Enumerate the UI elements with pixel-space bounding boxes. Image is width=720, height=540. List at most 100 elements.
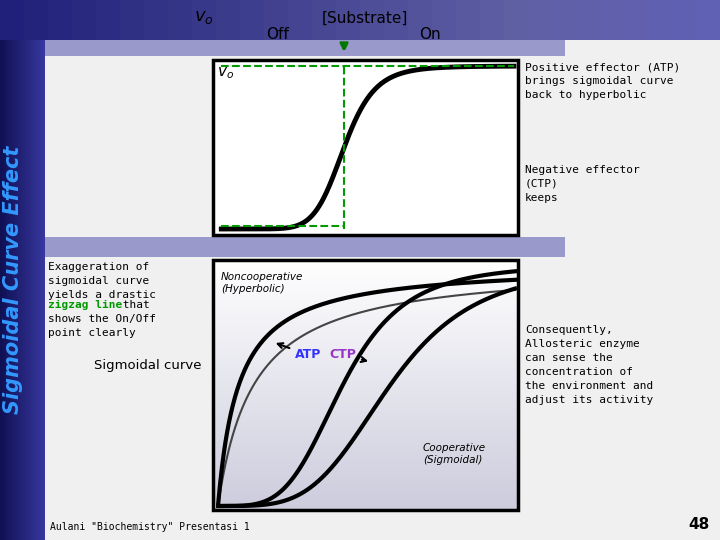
Bar bbox=[192, 0, 216, 40]
Bar bbox=[213, 381, 518, 382]
Bar bbox=[213, 419, 518, 420]
Bar bbox=[213, 284, 518, 285]
Bar bbox=[29, 40, 30, 540]
Text: Exaggeration of
sigmoidal curve
yields a drastic: Exaggeration of sigmoidal curve yields a… bbox=[48, 262, 156, 300]
Bar bbox=[213, 494, 518, 495]
Bar bbox=[213, 496, 518, 497]
Bar bbox=[213, 391, 518, 392]
Text: Positive effector (ATP)
brings sigmoidal curve
back to hyperbolic: Positive effector (ATP) brings sigmoidal… bbox=[525, 62, 680, 100]
Bar bbox=[213, 283, 518, 284]
Bar bbox=[35, 40, 36, 540]
Bar bbox=[213, 364, 518, 365]
Bar bbox=[213, 321, 518, 322]
Bar bbox=[408, 0, 432, 40]
Bar bbox=[213, 453, 518, 454]
Bar bbox=[213, 481, 518, 482]
Bar bbox=[213, 414, 518, 415]
Bar bbox=[213, 337, 518, 338]
Bar bbox=[213, 287, 518, 288]
Bar bbox=[672, 0, 696, 40]
Text: zigzag line: zigzag line bbox=[48, 300, 122, 310]
Bar bbox=[213, 274, 518, 275]
Bar bbox=[213, 269, 518, 270]
Bar bbox=[213, 267, 518, 268]
Bar bbox=[213, 475, 518, 476]
Bar bbox=[213, 499, 518, 500]
Bar bbox=[213, 429, 518, 430]
Bar bbox=[213, 432, 518, 433]
Text: Off: Off bbox=[266, 27, 289, 42]
Bar bbox=[213, 434, 518, 435]
Bar bbox=[213, 281, 518, 282]
Bar bbox=[213, 270, 518, 271]
Text: $\mathit{v}_o$: $\mathit{v}_o$ bbox=[217, 65, 234, 80]
Bar bbox=[213, 294, 518, 295]
Bar bbox=[213, 461, 518, 462]
Bar bbox=[40, 40, 42, 540]
Bar bbox=[213, 301, 518, 302]
Bar bbox=[213, 386, 518, 387]
Bar bbox=[213, 371, 518, 372]
Bar bbox=[213, 278, 518, 279]
Bar bbox=[213, 285, 518, 286]
Bar bbox=[213, 316, 518, 317]
Bar bbox=[213, 402, 518, 403]
Bar bbox=[23, 40, 24, 540]
Bar bbox=[456, 0, 480, 40]
Bar bbox=[213, 367, 518, 368]
Bar bbox=[213, 458, 518, 459]
Bar bbox=[213, 425, 518, 426]
Bar bbox=[213, 271, 518, 272]
Text: $\mathit{v}_o$: $\mathit{v}_o$ bbox=[194, 8, 214, 26]
Bar bbox=[213, 263, 518, 264]
Bar bbox=[213, 286, 518, 287]
Bar bbox=[17, 40, 18, 540]
Bar bbox=[43, 40, 44, 540]
Bar bbox=[213, 420, 518, 421]
Bar bbox=[45, 40, 565, 56]
Bar bbox=[384, 0, 408, 40]
Text: that: that bbox=[116, 300, 150, 310]
Bar bbox=[213, 467, 518, 468]
Bar bbox=[213, 484, 518, 485]
Bar bbox=[213, 261, 518, 262]
Bar bbox=[213, 388, 518, 389]
Bar bbox=[213, 347, 518, 348]
Bar bbox=[213, 304, 518, 305]
Bar bbox=[213, 298, 518, 299]
Bar bbox=[213, 377, 518, 378]
Bar bbox=[213, 351, 518, 352]
Bar bbox=[213, 462, 518, 463]
Bar bbox=[213, 313, 518, 314]
Bar bbox=[213, 417, 518, 418]
Bar bbox=[213, 327, 518, 328]
Bar bbox=[213, 383, 518, 384]
Bar bbox=[213, 407, 518, 408]
Bar bbox=[213, 348, 518, 349]
Bar bbox=[213, 470, 518, 471]
Bar bbox=[213, 431, 518, 432]
Bar bbox=[213, 363, 518, 364]
Bar bbox=[213, 482, 518, 483]
Bar bbox=[213, 464, 518, 465]
Bar bbox=[213, 299, 518, 300]
Bar bbox=[213, 352, 518, 353]
Bar bbox=[213, 262, 518, 263]
Bar bbox=[213, 502, 518, 503]
Bar bbox=[213, 60, 518, 235]
Bar bbox=[213, 410, 518, 411]
Bar bbox=[213, 430, 518, 431]
Bar bbox=[213, 435, 518, 436]
Bar bbox=[213, 290, 518, 291]
Bar bbox=[528, 0, 552, 40]
Bar bbox=[213, 489, 518, 490]
Bar bbox=[213, 450, 518, 451]
Bar bbox=[213, 282, 518, 283]
Bar bbox=[213, 468, 518, 469]
Bar bbox=[213, 493, 518, 494]
Bar bbox=[213, 503, 518, 504]
Bar bbox=[213, 478, 518, 479]
Bar bbox=[213, 408, 518, 409]
Bar bbox=[24, 40, 25, 540]
Bar bbox=[30, 40, 32, 540]
